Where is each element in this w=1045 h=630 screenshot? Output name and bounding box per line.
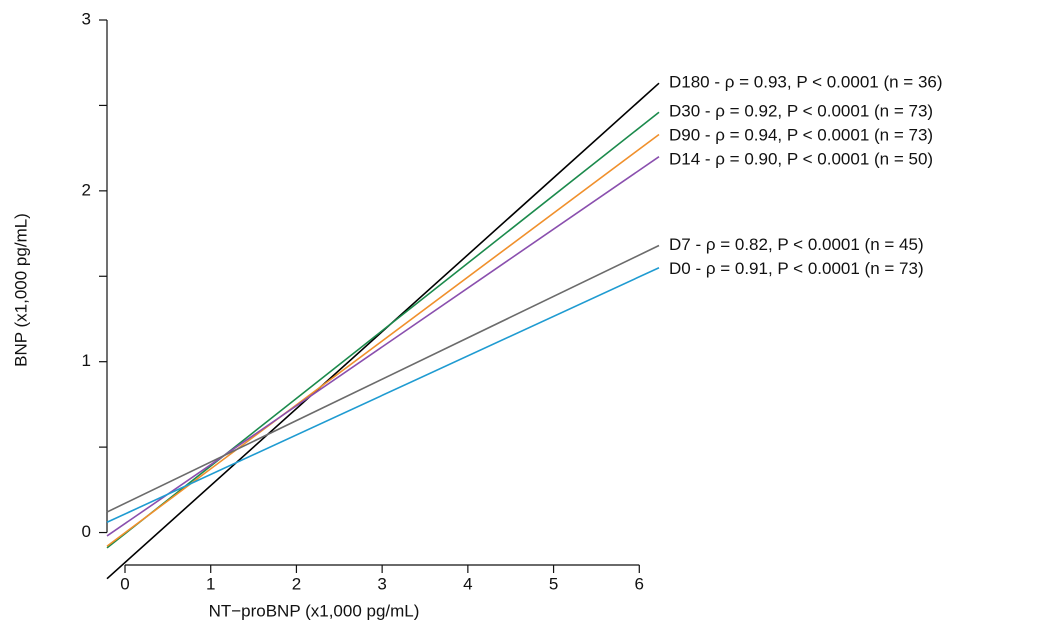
series-line bbox=[106, 111, 660, 549]
series-label: D180 - ρ = 0.93, P < 0.0001 (n = 36) bbox=[669, 73, 943, 92]
series-label: D90 - ρ = 0.94, P < 0.0001 (n = 73) bbox=[669, 126, 933, 145]
y-tick-label: 1 bbox=[82, 351, 91, 370]
series-line bbox=[106, 267, 660, 524]
x-tick-label: 3 bbox=[377, 574, 386, 593]
series-line bbox=[106, 244, 660, 513]
x-tick-label: 4 bbox=[463, 574, 472, 593]
x-tick-label: 1 bbox=[206, 574, 215, 593]
series-line bbox=[106, 133, 660, 547]
y-axis-title: BNP (x1,000 pg/mL) bbox=[11, 213, 30, 367]
x-tick-label: 5 bbox=[549, 574, 558, 593]
y-tick-label: 3 bbox=[82, 9, 91, 28]
y-tick-label: 0 bbox=[82, 522, 91, 541]
x-tick-label: 0 bbox=[120, 574, 129, 593]
x-axis-title: NT−proBNP (x1,000 pg/mL) bbox=[209, 601, 420, 620]
series-label: D0 - ρ = 0.91, P < 0.0001 (n = 73) bbox=[669, 259, 924, 278]
x-tick-label: 2 bbox=[292, 574, 301, 593]
series-label: D14 - ρ = 0.90, P < 0.0001 (n = 50) bbox=[669, 150, 933, 169]
series-label: D7 - ρ = 0.82, P < 0.0001 (n = 45) bbox=[669, 235, 924, 254]
y-tick-label: 2 bbox=[82, 180, 91, 199]
x-tick-label: 6 bbox=[635, 574, 644, 593]
series-label: D30 - ρ = 0.92, P < 0.0001 (n = 73) bbox=[669, 102, 933, 121]
series-line bbox=[106, 156, 660, 537]
